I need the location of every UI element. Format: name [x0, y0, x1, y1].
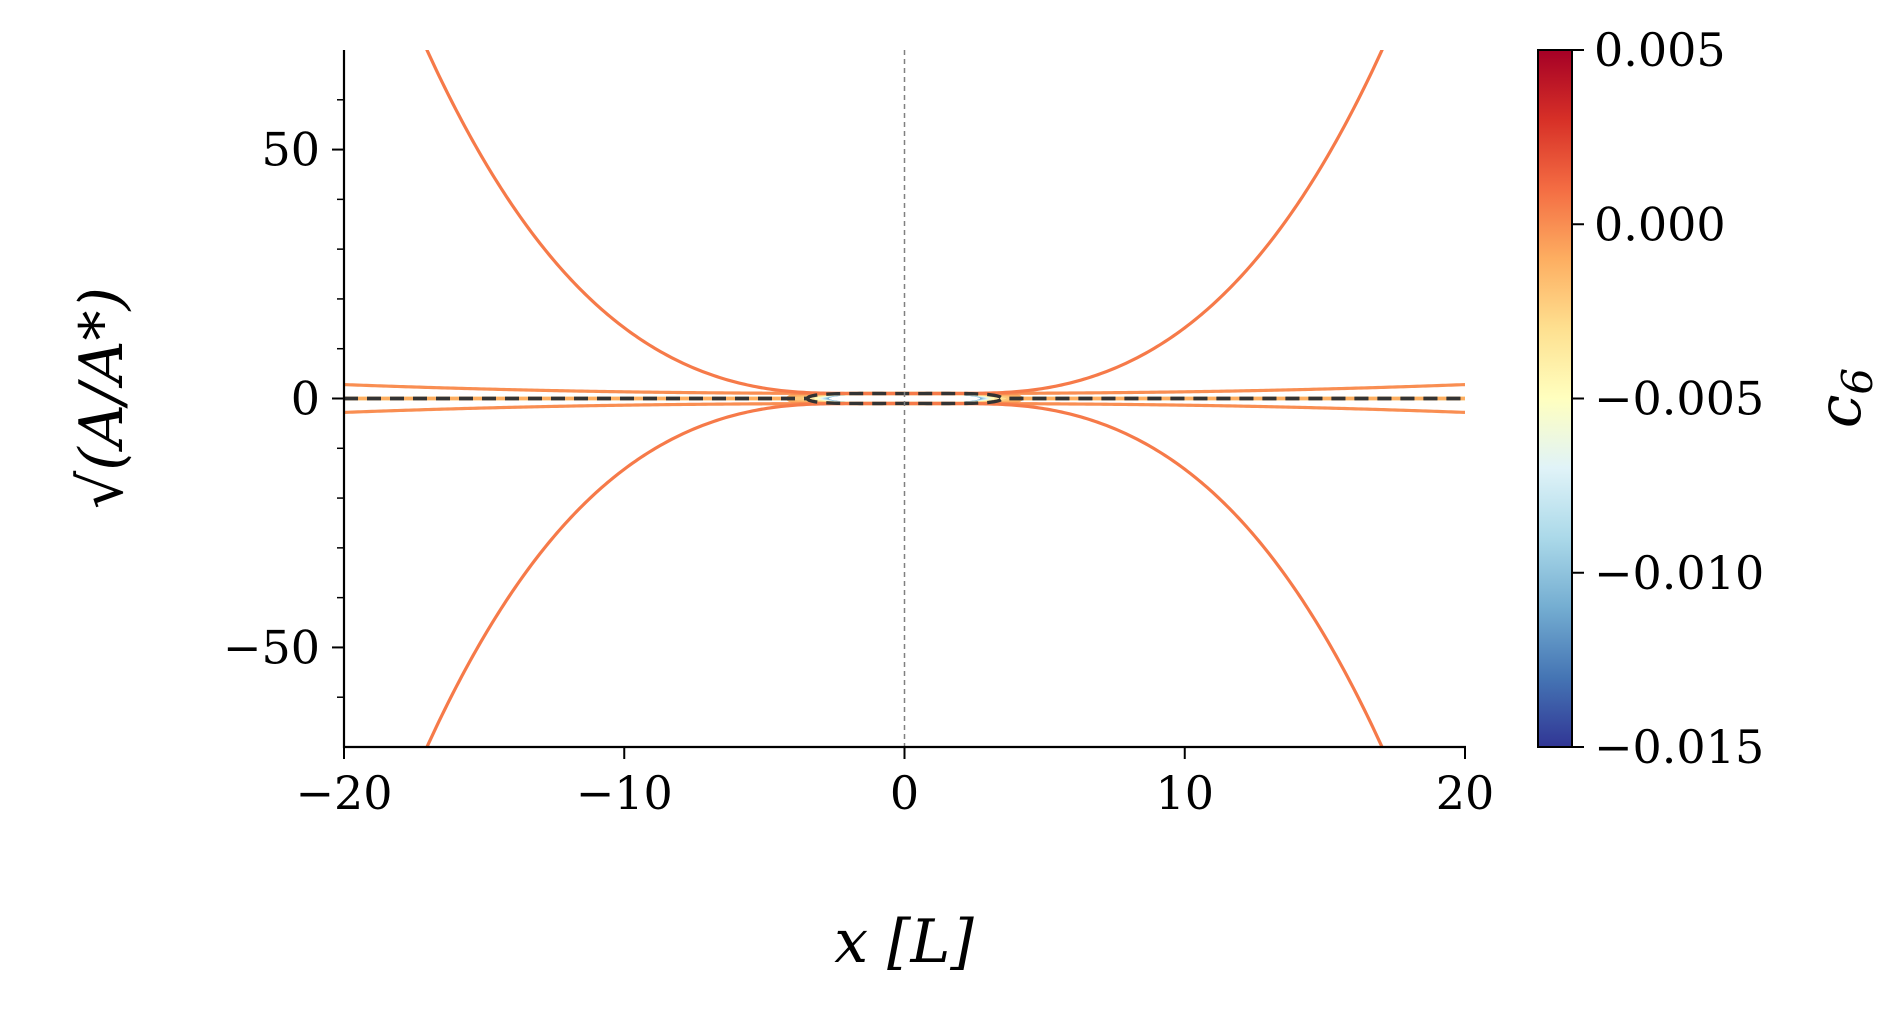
x-tick-label: 0 [890, 766, 919, 820]
x-ticks: −20 −10 0 10 20 [295, 747, 1494, 820]
colorbar-label-subscript: 6 [1833, 368, 1882, 395]
y-tick-label: 50 [261, 123, 320, 177]
colorbar-tick-label: 0.005 [1594, 23, 1726, 77]
y-tick-label: 0 [291, 372, 320, 426]
y-axis-label: √(A/A*) [67, 287, 137, 509]
y-tick-label: −50 [223, 620, 320, 674]
colorbar-tick-label: −0.015 [1594, 720, 1764, 774]
colorbar: 0.005 0.000 −0.005 −0.010 −0.015 c6 [1537, 23, 1882, 774]
colorbar-tick-label: −0.005 [1594, 372, 1764, 426]
x-tick-label: −10 [576, 766, 673, 820]
x-tick-label: 20 [1436, 766, 1495, 820]
colorbar-label: c6 [1805, 368, 1882, 428]
y-ticks: −50 0 50 [223, 99, 344, 698]
colorbar-label-base: c [1805, 395, 1875, 429]
x-tick-label: 10 [1155, 766, 1214, 820]
colorbar-ticks: 0.005 0.000 −0.005 −0.010 −0.015 [1572, 23, 1764, 774]
x-axis-label: x [L] [834, 907, 974, 977]
x-tick-label: −20 [295, 766, 392, 820]
colorbar-gradient [1537, 49, 1573, 748]
colorbar-tick-label: −0.010 [1594, 546, 1764, 600]
colorbar-tick-label: 0.000 [1594, 197, 1726, 251]
